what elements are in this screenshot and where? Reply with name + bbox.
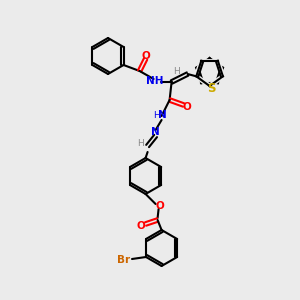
Text: NH: NH (146, 76, 163, 86)
Text: O: O (155, 201, 164, 211)
Text: O: O (141, 51, 150, 61)
Text: O: O (182, 102, 191, 112)
Text: H: H (153, 110, 160, 119)
Text: N: N (158, 110, 167, 120)
Text: S: S (207, 82, 216, 95)
Text: H: H (137, 140, 144, 148)
Text: O: O (136, 221, 145, 231)
Text: N: N (151, 127, 160, 137)
Text: H: H (173, 68, 180, 76)
Text: Br: Br (117, 255, 130, 265)
